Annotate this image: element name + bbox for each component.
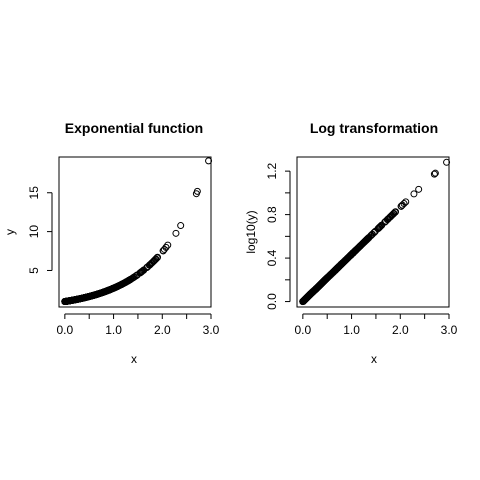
data-point bbox=[392, 208, 400, 216]
data-point bbox=[333, 264, 341, 272]
data-point bbox=[359, 240, 367, 248]
x-tick-label: 1.0 bbox=[343, 323, 360, 337]
data-point bbox=[177, 222, 185, 230]
x-tick-label: 0.0 bbox=[57, 323, 74, 337]
data-point bbox=[415, 185, 423, 193]
data-point bbox=[430, 170, 438, 178]
plot-frame bbox=[296, 156, 450, 308]
y-tick-label: 0.4 bbox=[265, 249, 279, 266]
data-point bbox=[319, 278, 327, 286]
data-point bbox=[363, 236, 371, 244]
x-tick-label: 0.0 bbox=[295, 323, 312, 337]
data-point bbox=[364, 234, 372, 242]
data-point bbox=[154, 253, 162, 261]
points-group bbox=[299, 158, 451, 306]
x-axis: 0.0 1.0 2.0 3.0 bbox=[57, 313, 220, 337]
data-point bbox=[125, 276, 133, 284]
points-group bbox=[61, 157, 213, 306]
x-tick-label: 2.0 bbox=[154, 323, 171, 337]
data-point bbox=[374, 225, 382, 233]
data-point bbox=[410, 190, 418, 198]
y-tick-label: 5 bbox=[27, 267, 41, 274]
data-point bbox=[61, 298, 69, 306]
data-point bbox=[400, 200, 408, 208]
data-point bbox=[95, 290, 103, 298]
data-point bbox=[327, 270, 335, 278]
x-tick-label: 3.0 bbox=[203, 323, 220, 337]
data-point bbox=[381, 218, 389, 226]
data-point bbox=[375, 223, 383, 231]
data-point bbox=[363, 235, 371, 243]
x-tick-label: 2.0 bbox=[392, 323, 409, 337]
data-point bbox=[349, 249, 357, 257]
data-point bbox=[303, 294, 311, 302]
data-point bbox=[130, 273, 138, 281]
y-tick-label: 0.0 bbox=[265, 293, 279, 310]
data-point bbox=[136, 269, 144, 277]
data-point bbox=[335, 262, 343, 270]
y-axis: 5 10 15 bbox=[27, 186, 53, 274]
data-point bbox=[172, 229, 180, 237]
chart-title: Log transformation bbox=[310, 120, 438, 136]
data-point bbox=[329, 268, 337, 276]
x-axis-label: x bbox=[371, 352, 377, 366]
data-point bbox=[368, 230, 376, 238]
data-point bbox=[443, 158, 451, 166]
y-tick-label: 1.2 bbox=[265, 162, 279, 179]
data-point bbox=[64, 297, 72, 305]
data-point bbox=[334, 263, 342, 271]
data-point bbox=[205, 157, 213, 165]
y-tick-label: 0.8 bbox=[265, 206, 279, 223]
data-point bbox=[299, 298, 307, 306]
data-point bbox=[106, 286, 114, 294]
data-point bbox=[137, 268, 145, 276]
data-point bbox=[312, 285, 320, 293]
y-tick-label: 10 bbox=[27, 225, 41, 239]
data-point bbox=[192, 190, 200, 198]
x-axis: 0.0 1.0 2.0 3.0 bbox=[295, 313, 458, 337]
y-axis-label: log10(y) bbox=[244, 210, 258, 253]
data-point bbox=[344, 254, 352, 262]
data-point bbox=[160, 245, 168, 253]
data-point bbox=[320, 277, 328, 285]
data-point bbox=[143, 264, 151, 272]
data-point bbox=[387, 212, 395, 220]
exponential-panel: Exponential function 0.0 1.0 2.0 3.0 51015 … bbox=[3, 120, 220, 366]
data-point bbox=[120, 279, 128, 287]
x-tick-label: 3.0 bbox=[441, 323, 458, 337]
y-axis-label: y bbox=[3, 229, 17, 235]
data-point bbox=[91, 291, 99, 299]
y-tick-label: 15 bbox=[27, 186, 41, 200]
data-point bbox=[402, 198, 410, 206]
y-axis: 0.0 0.4 0.8 1.2 bbox=[265, 162, 291, 310]
plot-frame bbox=[58, 156, 212, 308]
data-point bbox=[313, 284, 321, 292]
chart-title: Exponential function bbox=[65, 120, 203, 136]
data-point bbox=[162, 243, 170, 251]
data-point bbox=[149, 258, 157, 266]
data-point bbox=[301, 296, 309, 304]
x-tick-label: 1.0 bbox=[105, 323, 122, 337]
data-point bbox=[431, 169, 439, 177]
data-point bbox=[74, 295, 82, 303]
x-axis-label: x bbox=[131, 352, 137, 366]
data-point bbox=[358, 240, 366, 248]
log-panel: Log transformation 0.0 1.0 2.0 3.0 0.00.40.… bbox=[244, 120, 458, 366]
